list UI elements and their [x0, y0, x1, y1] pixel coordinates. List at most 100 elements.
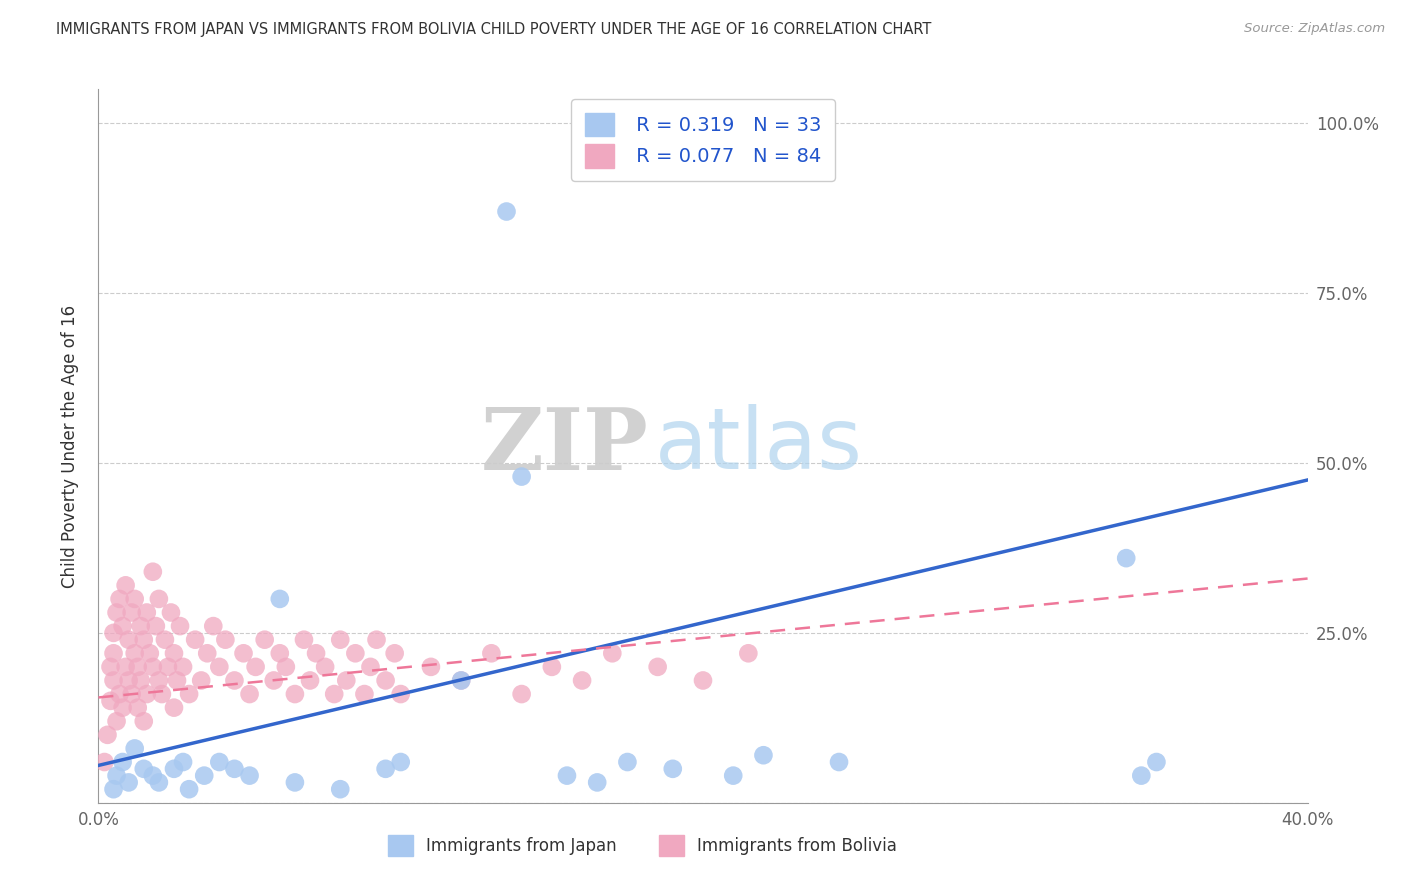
- Point: [374, 673, 396, 688]
- Point: [145, 619, 167, 633]
- Point: [389, 687, 412, 701]
- Y-axis label: Child Poverty Under the Age of 16: Child Poverty Under the Age of 16: [60, 304, 79, 588]
- Point: [737, 646, 759, 660]
- Point: [148, 591, 170, 606]
- Point: [163, 700, 186, 714]
- Point: [269, 591, 291, 606]
- Point: [103, 646, 125, 660]
- Point: [263, 673, 285, 688]
- Point: [224, 762, 246, 776]
- Point: [284, 687, 307, 701]
- Point: [139, 646, 162, 660]
- Point: [184, 632, 207, 647]
- Point: [232, 646, 254, 660]
- Point: [127, 660, 149, 674]
- Point: [118, 632, 141, 647]
- Point: [510, 469, 533, 483]
- Point: [202, 619, 225, 633]
- Text: IMMIGRANTS FROM JAPAN VS IMMIGRANTS FROM BOLIVIA CHILD POVERTY UNDER THE AGE OF : IMMIGRANTS FROM JAPAN VS IMMIGRANTS FROM…: [56, 22, 932, 37]
- Legend: Immigrants from Japan, Immigrants from Bolivia: Immigrants from Japan, Immigrants from B…: [378, 825, 907, 866]
- Text: ZIP: ZIP: [481, 404, 648, 488]
- Point: [193, 769, 215, 783]
- Point: [124, 741, 146, 756]
- Point: [93, 755, 115, 769]
- Point: [384, 646, 406, 660]
- Point: [269, 646, 291, 660]
- Point: [179, 782, 201, 797]
- Point: [239, 687, 262, 701]
- Point: [105, 769, 128, 783]
- Point: [208, 660, 231, 674]
- Point: [450, 673, 472, 688]
- Point: [114, 660, 136, 674]
- Point: [323, 687, 346, 701]
- Point: [195, 646, 218, 660]
- Point: [103, 782, 125, 797]
- Point: [245, 660, 267, 674]
- Point: [344, 646, 367, 660]
- Point: [103, 626, 125, 640]
- Point: [148, 775, 170, 789]
- Point: [121, 687, 143, 701]
- Point: [118, 775, 141, 789]
- Point: [148, 673, 170, 688]
- Text: Source: ZipAtlas.com: Source: ZipAtlas.com: [1244, 22, 1385, 36]
- Point: [111, 755, 134, 769]
- Point: [127, 700, 149, 714]
- Point: [329, 782, 352, 797]
- Point: [124, 646, 146, 660]
- Point: [828, 755, 851, 769]
- Point: [105, 606, 128, 620]
- Point: [179, 687, 201, 701]
- Point: [335, 673, 357, 688]
- Point: [647, 660, 669, 674]
- Point: [389, 755, 412, 769]
- Point: [481, 646, 503, 660]
- Point: [374, 762, 396, 776]
- Point: [571, 673, 593, 688]
- Point: [274, 660, 297, 674]
- Point: [150, 687, 173, 701]
- Point: [108, 591, 131, 606]
- Point: [450, 673, 472, 688]
- Point: [156, 660, 179, 674]
- Point: [284, 775, 307, 789]
- Point: [163, 646, 186, 660]
- Point: [172, 755, 194, 769]
- Point: [103, 673, 125, 688]
- Point: [153, 632, 176, 647]
- Point: [329, 632, 352, 647]
- Point: [124, 591, 146, 606]
- Point: [132, 714, 155, 729]
- Point: [166, 673, 188, 688]
- Point: [305, 646, 328, 660]
- Point: [723, 769, 745, 783]
- Point: [111, 700, 134, 714]
- Point: [108, 687, 131, 701]
- Point: [540, 660, 562, 674]
- Point: [129, 673, 152, 688]
- Point: [105, 714, 128, 729]
- Point: [208, 755, 231, 769]
- Point: [366, 632, 388, 647]
- Point: [1144, 755, 1167, 769]
- Point: [121, 606, 143, 620]
- Point: [299, 673, 322, 688]
- Point: [353, 687, 375, 701]
- Point: [1130, 769, 1153, 783]
- Text: atlas: atlas: [655, 404, 863, 488]
- Point: [510, 687, 533, 701]
- Point: [142, 660, 165, 674]
- Point: [360, 660, 382, 674]
- Point: [752, 748, 775, 763]
- Point: [555, 769, 578, 783]
- Point: [172, 660, 194, 674]
- Point: [135, 687, 157, 701]
- Point: [163, 762, 186, 776]
- Point: [1115, 551, 1137, 566]
- Point: [495, 204, 517, 219]
- Point: [224, 673, 246, 688]
- Point: [118, 673, 141, 688]
- Point: [142, 565, 165, 579]
- Point: [253, 632, 276, 647]
